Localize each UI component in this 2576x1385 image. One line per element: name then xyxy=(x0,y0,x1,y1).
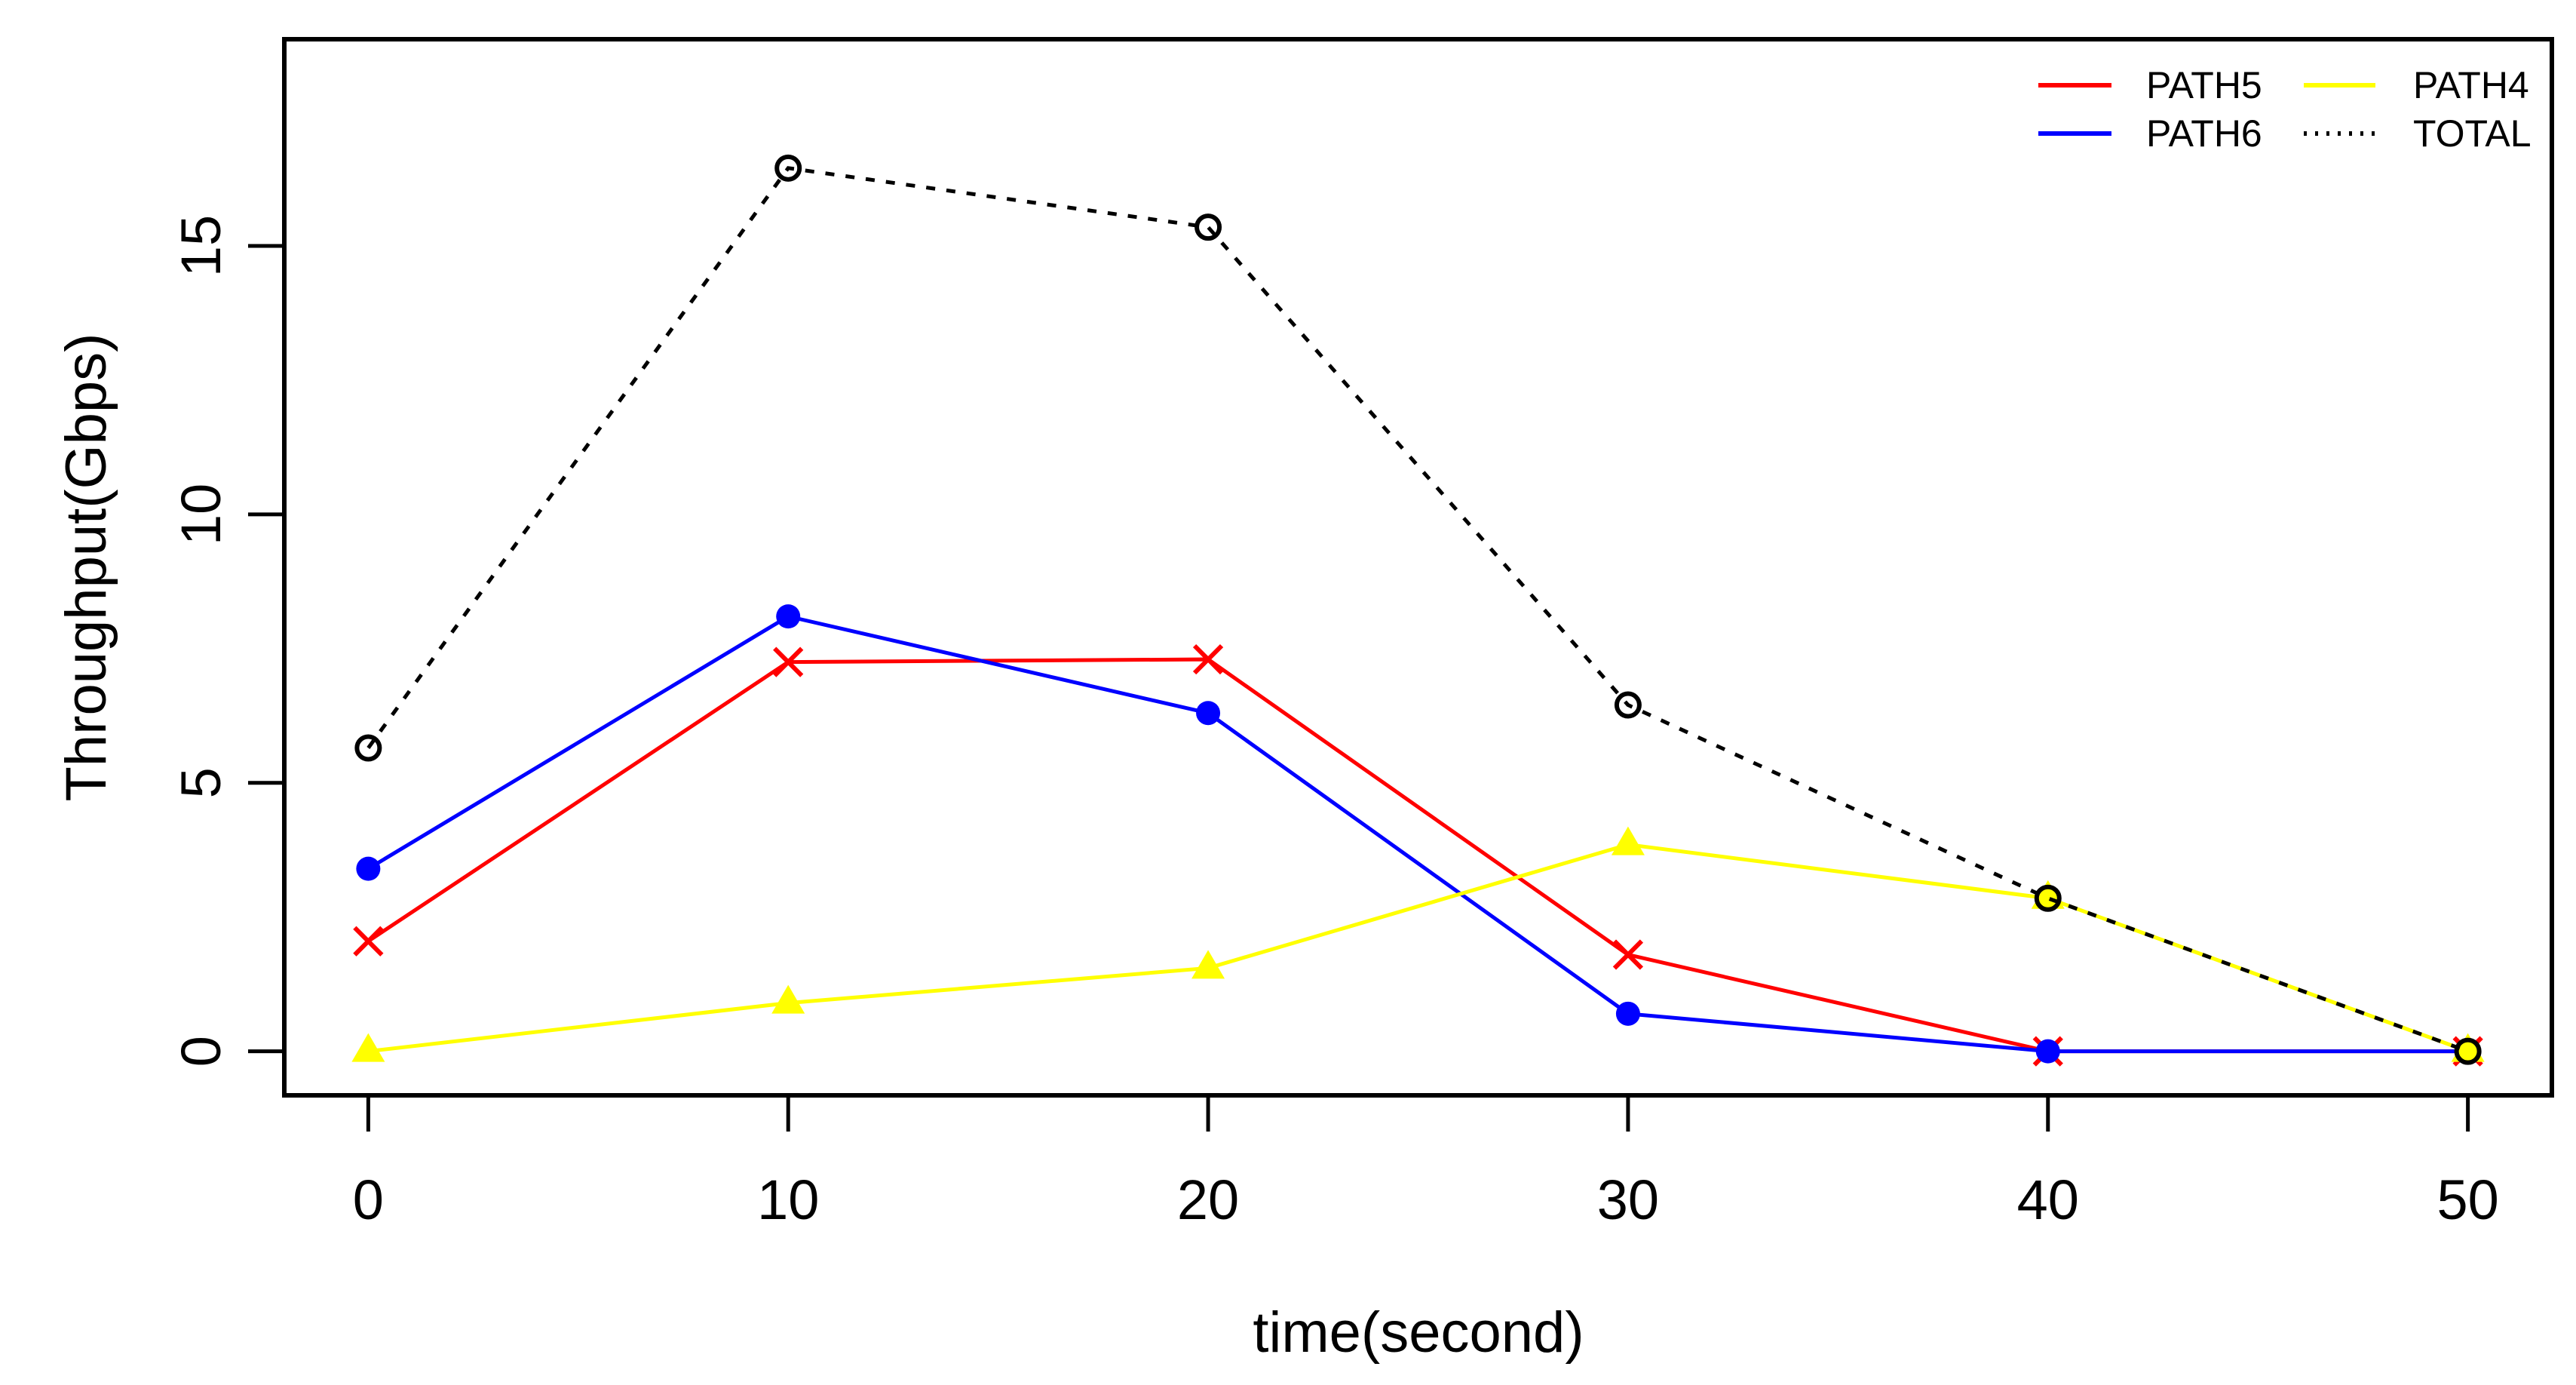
x-tick-label: 10 xyxy=(757,1168,819,1231)
marker-dot-PATH6 xyxy=(776,604,801,629)
x-axis-title: time(second) xyxy=(1253,1301,1584,1365)
series-PATH6 xyxy=(356,604,2480,1064)
marker-dot-PATH6 xyxy=(1615,1001,1640,1026)
legend-label-PATH5: PATH5 xyxy=(2146,64,2262,106)
marker-open-circle-TOTAL xyxy=(2034,884,2062,912)
marker-triangle-PATH4 xyxy=(2451,1033,2485,1062)
x-tick-label: 40 xyxy=(2017,1168,2079,1231)
marker-triangle-PATH4 xyxy=(351,1033,385,1062)
marker-dot-PATH6 xyxy=(2035,1039,2060,1064)
x-tick-label: 20 xyxy=(1177,1168,1239,1231)
marker-x-PATH5 xyxy=(773,646,804,677)
marker-open-circle-TOTAL xyxy=(1614,691,1642,719)
marker-dot-PATH6 xyxy=(356,856,381,881)
y-tick-label: 5 xyxy=(170,767,232,798)
chart-root: 0 10 20 30 40 50 0 5 10 15 PATH5 PATH4 PATH6 TOTAL xyxy=(170,37,2554,1231)
marker-triangle-PATH4 xyxy=(1191,950,1225,979)
legend-label-PATH6: PATH6 xyxy=(2146,112,2262,155)
series-PATH5 xyxy=(353,643,2483,1067)
y-tick-label: 15 xyxy=(170,215,232,277)
legend-label-PATH4: PATH4 xyxy=(2413,64,2529,106)
x-tick-label: 0 xyxy=(353,1168,384,1231)
marker-x-PATH5 xyxy=(353,926,384,957)
plot-box xyxy=(282,37,2554,1098)
marker-dot-PATH6 xyxy=(1196,701,1221,726)
marker-x-PATH5 xyxy=(1612,939,1644,970)
legend-label-TOTAL: TOTAL xyxy=(2413,112,2532,155)
marker-open-circle-TOTAL xyxy=(774,154,802,182)
line-PATH4 xyxy=(368,843,2469,1054)
series-PATH4 xyxy=(351,826,2485,1062)
y-tick-label: 0 xyxy=(170,1036,232,1067)
line-PATH6 xyxy=(367,614,2468,1054)
marker-open-circle-TOTAL xyxy=(1194,213,1222,241)
marker-triangle-PATH4 xyxy=(771,984,805,1014)
series-TOTAL xyxy=(354,154,2482,1065)
marker-open-circle-TOTAL xyxy=(2454,1037,2482,1065)
y-axis-title: Throughput(Gbps) xyxy=(54,333,118,802)
marker-triangle-PATH4 xyxy=(1611,826,1645,855)
line-PATH5 xyxy=(366,657,2468,1054)
marker-x-PATH5 xyxy=(1192,643,1224,675)
y-tick-label: 10 xyxy=(170,484,232,545)
marker-open-circle-TOTAL xyxy=(354,734,382,762)
x-tick-label: 30 xyxy=(1597,1168,1659,1231)
x-tick-label: 50 xyxy=(2436,1168,2498,1231)
line-TOTAL xyxy=(366,166,2469,1053)
